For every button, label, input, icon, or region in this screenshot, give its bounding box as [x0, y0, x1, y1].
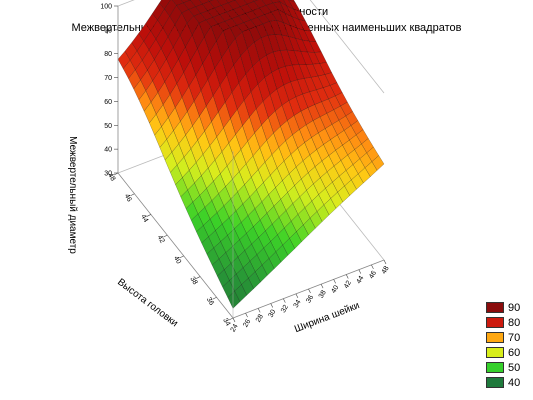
y-tick-label: 40 [172, 255, 182, 265]
legend-swatch [486, 302, 504, 313]
x-tick [308, 288, 311, 294]
surface-mesh [117, 0, 385, 309]
legend-label: 70 [508, 331, 521, 344]
legend-entry: 90 [486, 300, 526, 315]
legend-swatch [486, 332, 504, 343]
legend-swatch [486, 317, 504, 328]
y-tick-label: 48 [106, 172, 116, 182]
x-tick-label: 34 [293, 299, 303, 309]
x-tick-label: 32 [280, 304, 290, 314]
legend-swatch [486, 362, 504, 373]
legend-label: 80 [508, 316, 521, 329]
x-tick-label: 30 [268, 309, 278, 319]
legend-label: 90 [508, 301, 521, 314]
x-tick [283, 298, 286, 303]
z-tick-label: 80 [104, 51, 112, 58]
x-tick [358, 269, 362, 274]
legend-label: 40 [508, 376, 521, 389]
z-tick-label: 40 [104, 147, 112, 154]
x-tick [383, 259, 387, 265]
legend-entry: 40 [486, 375, 526, 390]
x-tick-label: 28 [255, 313, 265, 323]
surface-patch [227, 290, 241, 309]
x-tick [295, 293, 299, 298]
y-tick [163, 234, 168, 238]
x-tick-label: 24 [230, 323, 240, 333]
z-axis-label: Межвертельный диаметр [67, 136, 78, 254]
y-tick-label: 44 [139, 214, 149, 224]
box-edge [309, 0, 385, 94]
x-tick [320, 284, 324, 289]
legend-swatch [486, 377, 504, 388]
x-tick-label: 46 [368, 270, 378, 280]
x-tick [371, 264, 374, 269]
y-tick [146, 214, 151, 217]
x-tick [270, 303, 274, 308]
x-tick [345, 274, 349, 279]
x-tick-label: 38 [318, 289, 328, 299]
z-tick-label: 30 [104, 171, 112, 178]
x-tick [257, 308, 261, 313]
x-tick-label: 40 [330, 284, 340, 294]
x-axis-label: Ширина шейки [293, 300, 361, 335]
y-axis-label: Высота головки [115, 277, 180, 330]
x-tick-label: 48 [381, 265, 391, 275]
x-tick-label: 26 [242, 318, 252, 328]
x-tick [245, 313, 248, 318]
z-tick-label: 50 [104, 123, 112, 130]
x-tick-label: 42 [343, 280, 353, 290]
x-tick [232, 317, 236, 323]
x-tick [333, 279, 336, 284]
legend-entry: 70 [486, 330, 526, 345]
z-tick-label: 100 [100, 4, 112, 11]
x-tick-label: 36 [305, 294, 315, 304]
y-tick-label: 42 [156, 234, 166, 244]
y-tick [113, 172, 119, 176]
legend-label: 60 [508, 346, 521, 359]
z-tick-label: 90 [104, 27, 112, 34]
legend: 90 80 70 60 50 40 [486, 300, 526, 390]
legend-entry: 50 [486, 360, 526, 375]
x-tick-label: 44 [356, 275, 366, 285]
y-tick [130, 193, 135, 196]
y-tick-label: 34 [221, 317, 231, 327]
y-tick-label: 46 [123, 193, 133, 203]
y-tick [196, 276, 201, 279]
y-tick-label: 36 [205, 296, 215, 306]
z-tick-label: 60 [104, 99, 112, 106]
legend-label: 50 [508, 361, 521, 374]
y-tick [179, 255, 184, 259]
y-tick-label: 38 [188, 276, 198, 286]
legend-entry: 60 [486, 345, 526, 360]
y-tick [228, 317, 234, 321]
box-edge [117, 172, 234, 319]
z-tick-label: 70 [104, 75, 112, 82]
legend-swatch [486, 347, 504, 358]
y-tick [212, 297, 217, 300]
legend-entry: 80 [486, 315, 526, 330]
